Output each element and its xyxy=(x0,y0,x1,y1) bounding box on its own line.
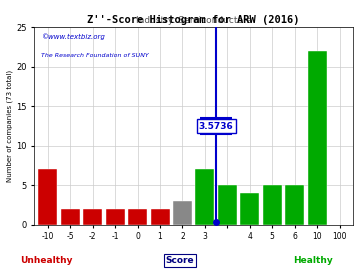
Text: Unhealthy: Unhealthy xyxy=(21,256,73,265)
Bar xyxy=(38,170,57,225)
Y-axis label: Number of companies (73 total): Number of companies (73 total) xyxy=(7,70,13,182)
Bar xyxy=(105,209,125,225)
Bar xyxy=(150,209,170,225)
Text: 3.5736: 3.5736 xyxy=(199,122,234,130)
Bar xyxy=(218,185,237,225)
Bar xyxy=(307,51,327,225)
Text: Industry: Semiconductors: Industry: Semiconductors xyxy=(136,16,251,25)
Bar xyxy=(83,209,102,225)
Title: Z''-Score Histogram for ARW (2016): Z''-Score Histogram for ARW (2016) xyxy=(87,15,300,25)
Bar xyxy=(195,170,215,225)
Bar xyxy=(263,185,282,225)
Bar xyxy=(240,193,259,225)
Text: ©www.textbiz.org: ©www.textbiz.org xyxy=(41,33,105,40)
Text: Healthy: Healthy xyxy=(293,256,333,265)
Bar xyxy=(285,185,304,225)
Bar xyxy=(173,201,192,225)
Text: The Research Foundation of SUNY: The Research Foundation of SUNY xyxy=(41,53,148,58)
Bar xyxy=(128,209,147,225)
Bar xyxy=(61,209,80,225)
Text: Score: Score xyxy=(166,256,194,265)
